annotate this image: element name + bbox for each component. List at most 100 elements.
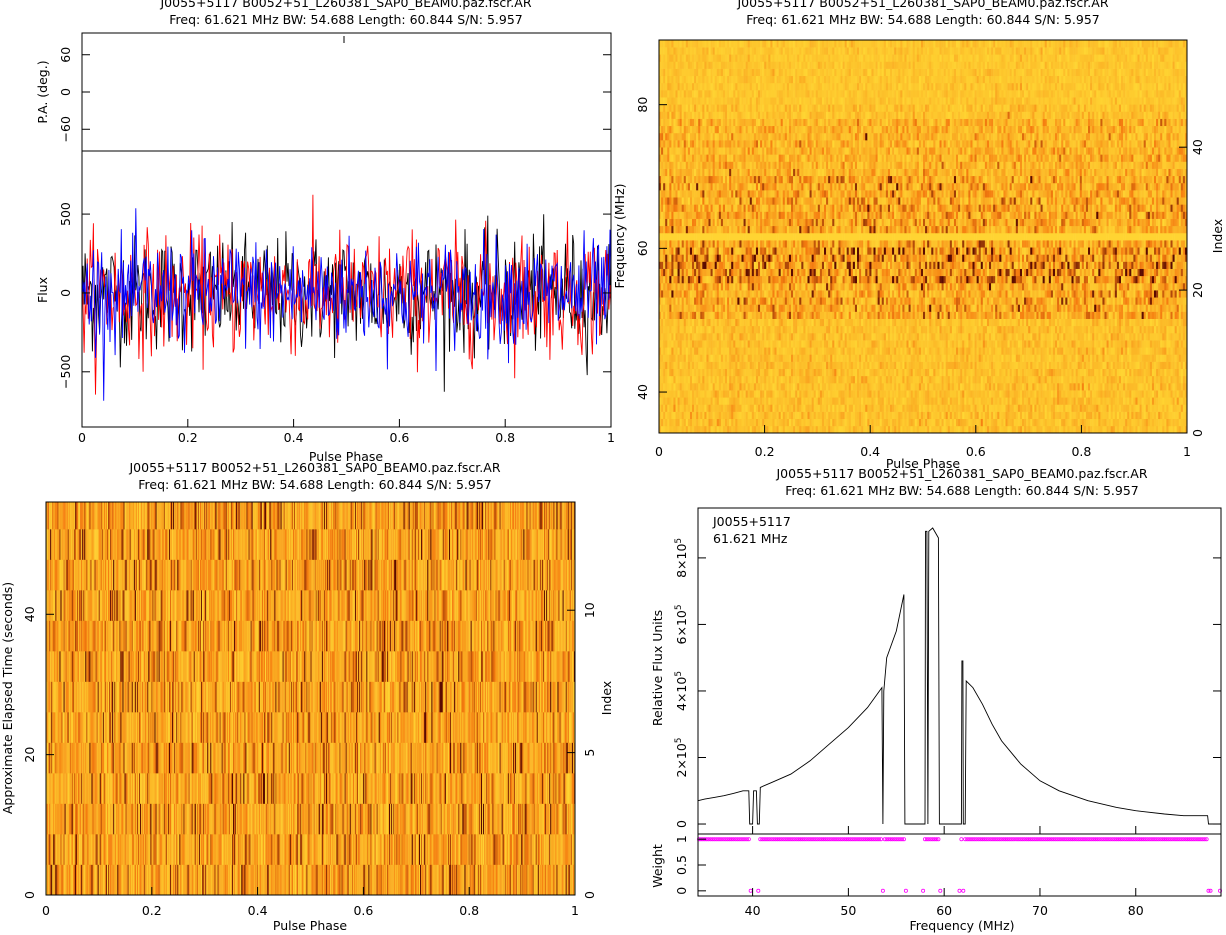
heat-cell [1183, 390, 1185, 397]
heat-cell [725, 290, 727, 297]
heat-cell [948, 362, 950, 369]
heat-cell [1012, 419, 1014, 426]
heat-cell [892, 319, 894, 326]
heat-cell [673, 412, 675, 419]
heat-cell [1150, 347, 1152, 354]
heat-cell [1003, 376, 1005, 383]
heat-cell [1127, 397, 1129, 404]
heat-cell [851, 347, 853, 354]
heat-cell [713, 412, 715, 419]
heat-cell [684, 304, 686, 311]
heat-cell [1006, 319, 1008, 326]
heat-cell [766, 383, 768, 390]
heat-cell [1102, 362, 1104, 369]
heat-cell [737, 340, 739, 347]
heat-cell [678, 297, 680, 304]
heat-cell [669, 319, 671, 326]
heat-cell [975, 319, 977, 326]
heat-cell [1117, 419, 1119, 426]
heat-cell [1131, 340, 1133, 347]
heat-cell [1109, 340, 1111, 347]
heat-cell [874, 304, 876, 311]
heat-cell [721, 419, 723, 426]
heat-cell [1107, 297, 1109, 304]
heat-cell [1022, 419, 1024, 426]
heat-cell [1018, 397, 1020, 404]
heat-cell [1107, 369, 1109, 376]
heat-cell [1061, 404, 1063, 411]
heat-cell [948, 333, 950, 340]
heat-cell [694, 347, 696, 354]
heat-cell [1049, 312, 1051, 319]
heat-cell [688, 383, 690, 390]
heat-cell [1049, 319, 1051, 326]
heat-cell [692, 304, 694, 311]
heat-cell [1102, 297, 1104, 304]
heat-cell [855, 312, 857, 319]
heat-cell [1028, 376, 1030, 383]
heat-cell [764, 319, 766, 326]
heat-cell [1008, 419, 1010, 426]
heat-cell [1138, 333, 1140, 340]
heat-cell [785, 347, 787, 354]
heat-cell [1051, 376, 1053, 383]
heat-cell [793, 426, 795, 433]
heat-cell [702, 326, 704, 333]
heat-cell [661, 340, 663, 347]
heat-cell [1028, 383, 1030, 390]
heat-cell [1162, 297, 1164, 304]
heat-cell [1105, 397, 1107, 404]
heat-cell [1034, 404, 1036, 411]
heat-cell [812, 347, 814, 354]
heat-cell [970, 297, 972, 304]
heat-cell [925, 297, 927, 304]
heat-cell [1024, 419, 1026, 426]
heat-cell [742, 376, 744, 383]
heat-cell [746, 419, 748, 426]
heat-cell [859, 419, 861, 426]
heat-cell [1041, 369, 1043, 376]
heat-cell [1012, 362, 1014, 369]
heat-cell [944, 397, 946, 404]
heat-cell [966, 354, 968, 361]
heat-cell [739, 354, 741, 361]
heat-cell [911, 319, 913, 326]
heat-cell [1107, 390, 1109, 397]
heat-cell [748, 347, 750, 354]
heat-cell [997, 347, 999, 354]
heat-cell [1057, 319, 1059, 326]
heat-cell [739, 333, 741, 340]
heat-cell [1090, 419, 1092, 426]
heat-cell [686, 319, 688, 326]
heat-cell [818, 397, 820, 404]
heat-cell [931, 404, 933, 411]
heat-cell [1129, 340, 1131, 347]
heat-cell [1069, 354, 1071, 361]
heat-cell [752, 340, 754, 347]
heat-cell [820, 347, 822, 354]
heat-cell [1036, 304, 1038, 311]
heat-cell [746, 426, 748, 433]
heat-cell [995, 383, 997, 390]
heat-cell [1001, 412, 1003, 419]
heat-cell [770, 340, 772, 347]
heat-cell [682, 319, 684, 326]
heat-cell [1168, 369, 1170, 376]
heat-cell [1111, 383, 1113, 390]
heat-cell [696, 390, 698, 397]
heat-cell [1140, 347, 1142, 354]
heat-cell [851, 426, 853, 433]
heat-cell [1146, 419, 1148, 426]
heat-cell [812, 419, 814, 426]
heat-cell [964, 354, 966, 361]
heat-cell [954, 397, 956, 404]
heat-cell [843, 412, 845, 419]
heat-cell [742, 397, 744, 404]
heat-cell [739, 362, 741, 369]
heat-cell [1020, 419, 1022, 426]
heat-cell [882, 319, 884, 326]
heat-cell [1049, 404, 1051, 411]
heat-cell [808, 362, 810, 369]
heat-cell [1047, 390, 1049, 397]
heat-cell [1129, 397, 1131, 404]
